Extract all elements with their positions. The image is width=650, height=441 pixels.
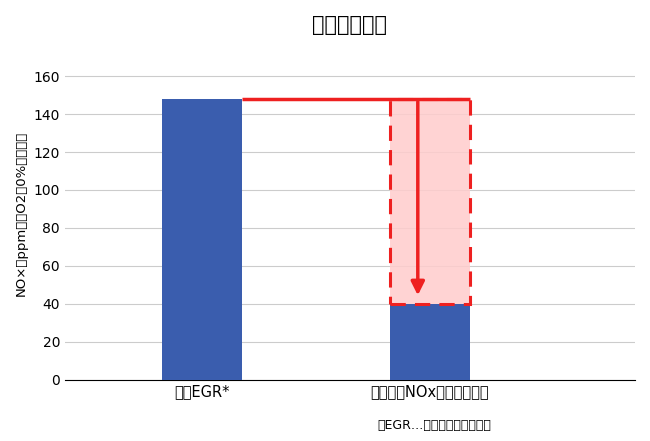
Bar [162,99,242,380]
Bar [390,304,470,380]
Title: 従来との比較: 従来との比較 [313,15,387,35]
Bar [390,99,470,304]
Text: ＊EGR…排ガス再循環のこと: ＊EGR…排ガス再循環のこと [377,419,491,432]
Y-axis label: NO×【ppm】（O2＝0%換算値）: NO×【ppm】（O2＝0%換算値） [15,131,28,296]
Bar [390,99,470,304]
